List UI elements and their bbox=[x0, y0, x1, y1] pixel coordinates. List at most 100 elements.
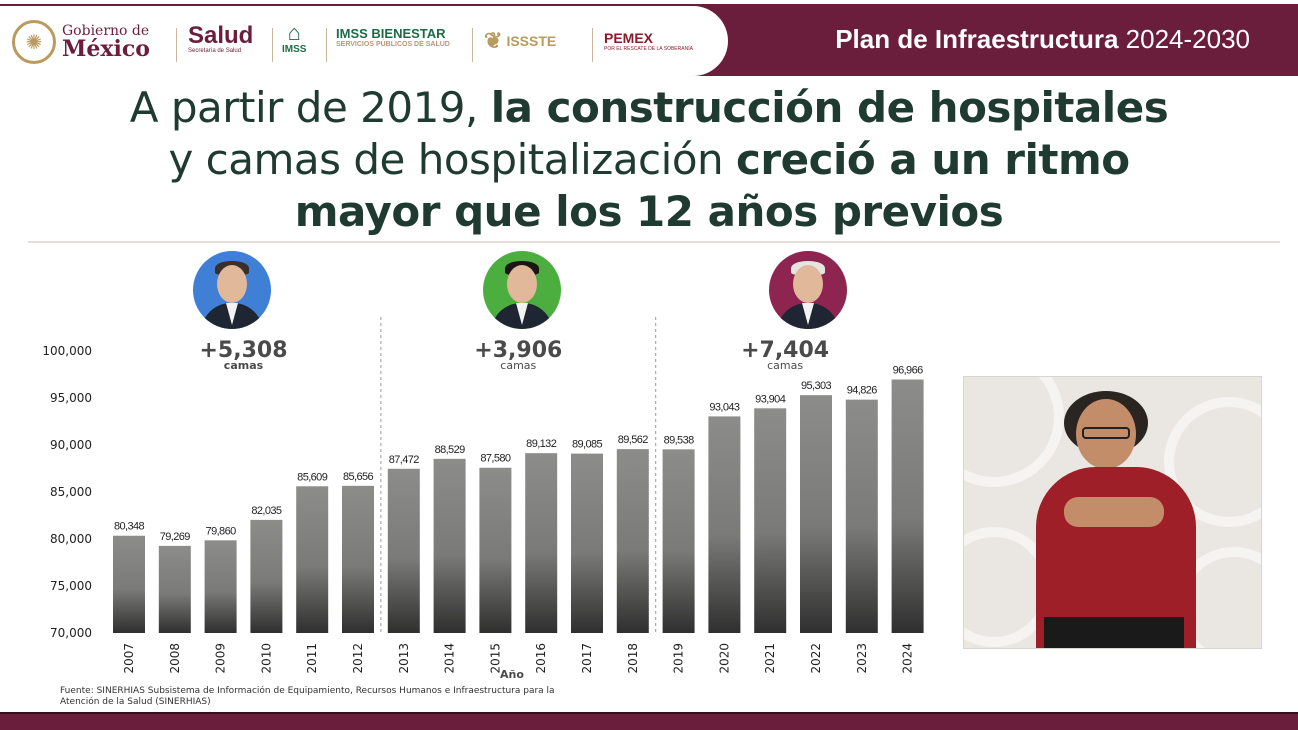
interpreter-glasses bbox=[1082, 427, 1130, 439]
bar bbox=[616, 449, 649, 633]
headline-line1-bold: la construcción de hospitales bbox=[490, 83, 1169, 132]
portrait-face bbox=[507, 265, 537, 303]
imss-label: IMSS bbox=[282, 44, 307, 55]
issste-emblem-icon: ❦ bbox=[484, 28, 503, 53]
bar bbox=[662, 449, 695, 633]
bar-value-label: 87,580 bbox=[480, 453, 511, 465]
period-change-value: +7,404 bbox=[741, 338, 829, 363]
period-change-unit: camas bbox=[224, 359, 264, 372]
bar-series bbox=[113, 379, 924, 633]
bar bbox=[479, 467, 512, 633]
salud-title: Salud bbox=[188, 22, 254, 49]
y-tick-label: 80,000 bbox=[50, 532, 92, 546]
y-tick-label: 100,000 bbox=[42, 344, 92, 358]
gobierno-line1: Gobierno de bbox=[62, 23, 150, 39]
plan-title-years: 2024-2030 bbox=[1125, 24, 1250, 54]
period-dividers bbox=[380, 317, 657, 633]
headline-line1-normal: A partir de 2019, bbox=[129, 83, 479, 132]
portrait-face bbox=[793, 265, 823, 303]
interpreter-pants bbox=[1044, 617, 1184, 648]
x-tick-label: 2019 bbox=[672, 643, 686, 674]
bar bbox=[708, 416, 741, 633]
y-tick-label: 90,000 bbox=[50, 438, 92, 452]
logo-divider bbox=[176, 28, 177, 62]
y-axis: 70,000 75,000 80,000 85,000 90,000 95,000 100,… bbox=[42, 344, 92, 640]
logo-divider bbox=[472, 28, 473, 62]
portrait-lopez-obrador bbox=[769, 251, 847, 329]
x-tick-label: 2023 bbox=[855, 643, 869, 674]
bar-value-label: 94,826 bbox=[847, 385, 878, 397]
background-pattern bbox=[1164, 397, 1261, 527]
headline-line2-normal: y camas de hospitalización bbox=[168, 135, 724, 184]
x-tick-label: 2020 bbox=[717, 643, 731, 674]
period-change-value: +3,906 bbox=[474, 338, 562, 363]
imss-bienestar-label: IMSS BIENESTAR bbox=[336, 26, 446, 41]
pemex-logo: PEMEX POR EL RESCATE DE LA SOBERANÍA bbox=[604, 30, 693, 52]
headline-line3-bold: mayor que los 12 años previos bbox=[294, 187, 1004, 236]
bar bbox=[204, 540, 237, 633]
bar-value-label: 79,269 bbox=[160, 531, 191, 543]
footer-bar bbox=[0, 712, 1298, 730]
imss-bienestar-logo: IMSS BIENESTAR SERVICIOS PÚBLICOS DE SAL… bbox=[336, 26, 450, 48]
x-tick-label: 2011 bbox=[305, 643, 319, 674]
header-banner: ✺ Gobierno de México Salud Secretaría de… bbox=[0, 0, 1298, 78]
y-tick-label: 70,000 bbox=[50, 626, 92, 640]
period-change-value: +5,308 bbox=[199, 338, 287, 363]
bar-value-label: 80,348 bbox=[114, 521, 145, 533]
bar bbox=[342, 485, 374, 633]
logo-divider bbox=[592, 28, 593, 62]
bar-value-label: 89,538 bbox=[664, 434, 695, 446]
bar-value-label: 85,609 bbox=[297, 471, 328, 483]
bar-value-label: 93,904 bbox=[755, 393, 786, 405]
bar bbox=[250, 519, 283, 633]
bar-value-label: 96,966 bbox=[893, 365, 924, 377]
bar-value-label: 89,132 bbox=[526, 438, 557, 450]
bar bbox=[525, 453, 558, 633]
bar bbox=[158, 545, 191, 633]
bar bbox=[891, 379, 924, 633]
x-tick-label: 2015 bbox=[488, 643, 502, 674]
headline: A partir de 2019, la construcción de hos… bbox=[0, 82, 1298, 238]
gobierno-line2: México bbox=[62, 36, 150, 62]
bar-value-label: 88,529 bbox=[435, 444, 466, 456]
x-axis-title: Año bbox=[500, 668, 524, 681]
bar bbox=[845, 399, 878, 633]
bar-value-label: 89,085 bbox=[572, 439, 603, 451]
bar bbox=[754, 408, 787, 633]
x-tick-label: 2017 bbox=[580, 643, 594, 674]
x-tick-label: 2010 bbox=[259, 643, 273, 674]
logo-divider bbox=[272, 28, 273, 62]
y-tick-label: 85,000 bbox=[50, 485, 92, 499]
source-note: Fuente: SINERHIAS Subsistema de Informac… bbox=[60, 686, 555, 707]
x-tick-label: 2014 bbox=[443, 643, 457, 674]
y-tick-label: 75,000 bbox=[50, 579, 92, 593]
salud-logo: Salud Secretaría de Salud bbox=[188, 22, 254, 55]
plan-title-bold: Plan de Infraestructura bbox=[835, 24, 1119, 54]
bar-value-label: 85,656 bbox=[343, 471, 374, 483]
pemex-label: PEMEX bbox=[604, 30, 654, 46]
interpreter-head bbox=[1076, 399, 1136, 469]
bar bbox=[387, 468, 420, 633]
headline-line2-bold: creció a un ritmo bbox=[736, 135, 1130, 184]
salud-subtitle: Secretaría de Salud bbox=[188, 48, 242, 54]
headline-line2: y camas de hospitalización creció a un r… bbox=[0, 134, 1298, 186]
x-tick-label: 2021 bbox=[763, 643, 777, 674]
bar bbox=[296, 486, 329, 633]
x-tick-label: 2012 bbox=[351, 643, 365, 674]
issste-label: ISSSTE bbox=[506, 33, 557, 49]
x-tick-label: 2013 bbox=[397, 643, 411, 674]
bar-value-label: 87,472 bbox=[389, 454, 420, 466]
y-tick-label: 95,000 bbox=[50, 391, 92, 405]
x-tick-label: 2007 bbox=[122, 643, 136, 674]
sign-language-interpreter bbox=[963, 376, 1262, 649]
headline-line3: mayor que los 12 años previos bbox=[0, 186, 1298, 238]
beds-bar-chart: 70,000 75,000 80,000 85,000 90,000 95,000 100,… bbox=[42, 317, 924, 681]
portrait-face bbox=[217, 265, 247, 303]
bar-value-label: 82,035 bbox=[251, 505, 282, 517]
bar bbox=[800, 395, 832, 633]
logo-divider bbox=[326, 28, 327, 62]
x-tick-label: 2009 bbox=[214, 643, 228, 674]
bar-value-labels: 80,348 79,269 79,860 82,035 85,609 85,656 87,4… bbox=[114, 365, 924, 543]
x-tick-label: 2016 bbox=[534, 643, 548, 674]
